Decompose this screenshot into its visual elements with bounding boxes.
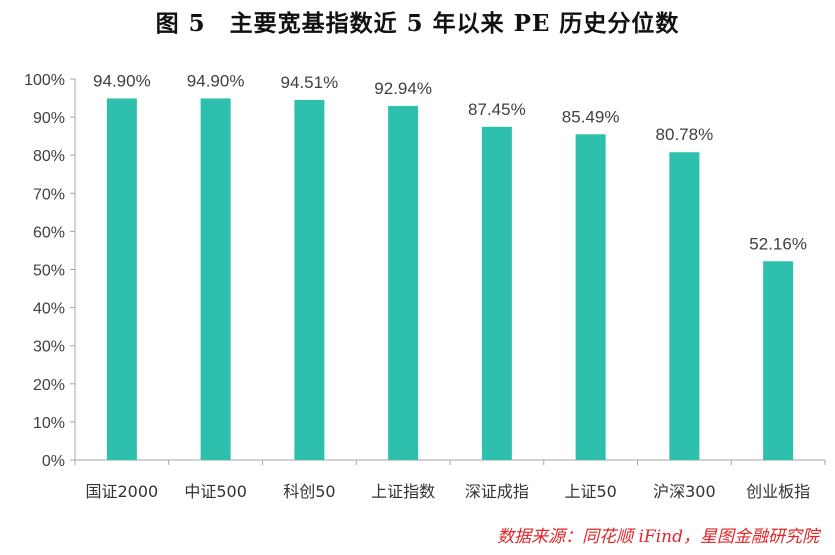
bar	[388, 105, 419, 461]
data-label: 87.45%	[468, 100, 526, 119]
x-axis: 国证2000 中证500 科创50 上证指数 深证成指 上证50 沪深300 创业板指	[74, 459, 826, 501]
data-label: 80.78%	[656, 125, 714, 144]
y-tick-label: 20%	[33, 377, 65, 394]
bar	[200, 98, 231, 460]
data-label: 85.49%	[562, 107, 620, 126]
x-tick-label: 中证500	[184, 482, 247, 501]
bar	[106, 98, 137, 460]
x-tick-label: 科创50	[283, 482, 335, 501]
x-tick-label: 上证50	[564, 482, 616, 501]
data-label: 94.90%	[93, 71, 151, 90]
y-tick-label: 30%	[33, 339, 65, 356]
x-tick-label: 沪深300	[653, 482, 716, 501]
bar	[575, 134, 606, 461]
y-tick-label: 50%	[33, 263, 65, 280]
data-label: 92.94%	[374, 79, 432, 98]
chart-title: 图 5 主要宽基指数近 5 年以来 PE 历史分位数	[155, 10, 680, 37]
bars	[106, 98, 794, 461]
y-tick-label: 100%	[24, 72, 65, 89]
data-labels: 94.90% 94.90% 94.51% 92.94% 87.45% 85.49% 80.7…	[93, 71, 807, 253]
y-tick-label: 60%	[33, 224, 65, 241]
bar	[481, 126, 512, 461]
y-tick-label: 80%	[33, 148, 65, 165]
x-tick-label: 深证成指	[465, 482, 529, 501]
data-label: 52.16%	[749, 234, 807, 253]
x-tick-label: 国证2000	[86, 482, 159, 501]
source-note: 数据来源：同花顺 iFind，星图金融研究院	[497, 527, 819, 547]
y-axis: 0% 10% 20% 30% 40% 50% 60% 70% 80% 90% 100%	[24, 72, 76, 470]
y-tick-label: 90%	[33, 110, 65, 127]
bar	[294, 99, 325, 460]
x-tick-label: 创业板指	[746, 482, 810, 501]
y-tick-label: 70%	[33, 186, 65, 203]
x-tick-label: 上证指数	[371, 482, 435, 501]
bar	[669, 152, 700, 460]
data-label: 94.51%	[281, 73, 339, 92]
y-tick-label: 40%	[33, 301, 65, 318]
y-tick-label: 10%	[33, 415, 65, 432]
data-label: 94.90%	[187, 71, 245, 90]
y-tick-label: 0%	[42, 453, 65, 470]
bar	[763, 261, 794, 460]
